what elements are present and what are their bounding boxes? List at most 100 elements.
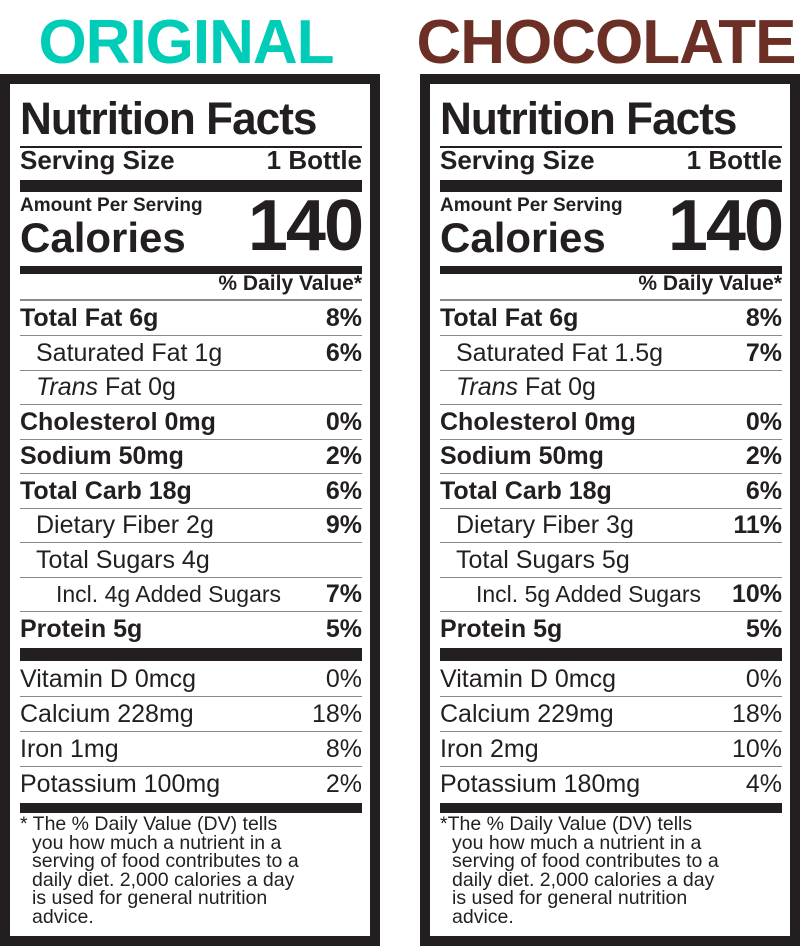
nutrient-label: Total Fat 6g <box>20 304 158 333</box>
footnote-line: you how much a nutrient in a <box>32 831 282 854</box>
flavor-title: ORIGINAL <box>38 8 334 77</box>
divider <box>440 299 782 301</box>
vitamin-percent: 0% <box>745 664 782 693</box>
label-content: Nutrition Facts Serving Size 1 Bottle Amoun… <box>440 84 784 936</box>
nutrient-label-italic: Trans <box>456 373 519 401</box>
nutrient-label: Saturated Fat 1.5g <box>440 339 663 368</box>
calories-value: 140 <box>667 186 784 266</box>
nutrient-row: Total Carb 18g 6% <box>20 475 362 509</box>
vitamin-row: Iron 2mg 10% <box>440 732 782 767</box>
vitamin-label: Potassium 100mg <box>20 770 221 798</box>
nutrient-row: Saturated Fat 1.5g 7% <box>440 337 782 371</box>
vitamin-row: Calcium 229mg 18% <box>440 697 782 732</box>
vitamin-label: Potassium 180mg <box>440 770 641 798</box>
nutrient-row: Total Fat 6g 8% <box>20 302 362 336</box>
nutrient-label-text: Protein 5g <box>20 615 143 643</box>
nutrient-percent: 5% <box>325 615 362 643</box>
serving-size-row: Serving Size 1 Bottle <box>20 144 362 176</box>
footnote: * The % Daily Value (DV) tells you how mu… <box>20 815 362 926</box>
label-title: Nutrition Facts <box>20 93 317 144</box>
medium-divider <box>20 266 362 274</box>
vitamin-label: Calcium 229mg <box>440 699 614 728</box>
vitamin-row: Potassium 180mg 4% <box>440 767 782 802</box>
vitamin-label: Iron 2mg <box>440 734 539 763</box>
footnote-line: serving of food contributes to a <box>32 850 299 872</box>
nutrient-percent: 0% <box>325 407 362 436</box>
nutrient-percent: 6% <box>325 476 362 505</box>
amount-per-serving: Amount Per Serving <box>440 195 623 216</box>
footnote-line: advice. <box>32 905 94 928</box>
daily-value-header: % Daily Value* <box>218 272 362 295</box>
nutrient-label-text: Saturated Fat 1.5g <box>456 338 664 367</box>
nutrient-label-text: Total Sugars 4g <box>36 545 210 574</box>
nutrient-row: Cholesterol 0mg 0% <box>20 406 362 440</box>
nutrient-label-italic: Trans <box>36 373 99 401</box>
nutrient-label: Total Sugars 5g <box>440 546 630 575</box>
divider <box>20 146 362 148</box>
calories-label: Calories <box>20 214 186 261</box>
vitamin-label: Vitamin D 0mcg <box>440 664 616 693</box>
nutrient-percent: 0% <box>745 407 782 436</box>
label-content: Nutrition Facts Serving Size 1 Bottle Amoun… <box>20 84 364 936</box>
nutrient-percent: 9% <box>325 511 362 539</box>
footnote-line: serving of food contributes to a <box>452 850 719 872</box>
nutrient-label: Dietary Fiber 2g <box>20 511 214 540</box>
medium-divider <box>440 803 782 813</box>
nutrient-label: Cholesterol 0mg <box>440 408 636 437</box>
nutrient-label-text: Sodium 50mg <box>440 442 604 470</box>
nutrient-percent: 6% <box>325 338 362 367</box>
nutrient-percent: 7% <box>325 580 362 608</box>
vitamin-row: Potassium 100mg 2% <box>20 767 362 802</box>
footnote-line: is used for general nutrition <box>32 887 268 909</box>
nutrient-row: Total Carb 18g 6% <box>440 475 782 509</box>
serving-size-value: 1 Bottle <box>686 145 782 175</box>
vitamin-percent: 0% <box>325 664 362 693</box>
label-title: Nutrition Facts <box>440 93 737 144</box>
nutrient-row: Dietary Fiber 3g 11% <box>440 509 782 543</box>
medium-divider <box>440 266 782 274</box>
nutrient-label-text: Dietary Fiber 3g <box>456 511 634 539</box>
thick-divider <box>440 648 782 661</box>
thick-divider <box>440 180 782 192</box>
nutrient-label-text: Fat 0g <box>98 373 176 401</box>
nutrient-label-text: Incl. 4g Added Sugars <box>56 581 282 607</box>
serving-size-row: Serving Size 1 Bottle <box>440 144 782 176</box>
nutrient-percent: 7% <box>745 338 782 367</box>
nutrient-label: Incl. 4g Added Sugars <box>20 581 281 608</box>
nutrient-label-text: Incl. 5g Added Sugars <box>476 581 702 607</box>
nutrient-label: Saturated Fat 1g <box>20 339 222 368</box>
nutrient-row: Total Sugars 5g <box>440 544 782 578</box>
nutrient-label: Cholesterol 0mg <box>20 408 216 437</box>
nutrient-label-text: Cholesterol 0mg <box>440 407 636 436</box>
nutrient-row: Incl. 4g Added Sugars 7% <box>20 578 362 612</box>
footnote-line: is used for general nutrition <box>452 887 688 909</box>
nutrient-label: Sodium 50mg <box>440 442 604 471</box>
vitamin-label: Iron 1mg <box>20 734 119 763</box>
flavor-title: CHOCOLATE <box>416 8 796 77</box>
nutrient-label: Total Sugars 4g <box>20 546 210 575</box>
nutrient-row: Total Fat 6g 8% <box>440 302 782 336</box>
nutrient-label: Trans Fat 0g <box>440 373 596 402</box>
nutrient-label-text: Total Carb 18g <box>20 476 192 505</box>
thick-divider <box>20 180 362 192</box>
nutrient-row: Protein 5g 5% <box>440 613 782 647</box>
daily-value-header: % Daily Value* <box>638 272 782 295</box>
thick-divider <box>20 648 362 661</box>
nutrient-label: Total Fat 6g <box>440 304 578 333</box>
nutrient-row: Dietary Fiber 2g 9% <box>20 509 362 543</box>
nutrient-label-text: Protein 5g <box>440 615 563 643</box>
footnote-line: daily diet. 2,000 calories a day <box>452 868 715 891</box>
vitamin-row: Vitamin D 0mcg 0% <box>440 662 782 697</box>
footnote-line: you how much a nutrient in a <box>452 831 702 854</box>
nutrient-label-text: Fat 0g <box>518 373 596 401</box>
nutrient-percent: 8% <box>325 304 362 332</box>
nutrient-label-text: Cholesterol 0mg <box>20 407 216 436</box>
nutrient-percent: 2% <box>745 442 782 470</box>
nutrient-row: Sodium 50mg 2% <box>20 440 362 474</box>
vitamin-percent: 8% <box>325 734 362 763</box>
divider <box>440 146 782 148</box>
nutrient-percent: 5% <box>745 615 782 643</box>
nutrient-row: Total Sugars 4g <box>20 544 362 578</box>
nutrient-row: Sodium 50mg 2% <box>440 440 782 474</box>
serving-size-label: Serving Size <box>440 145 595 175</box>
